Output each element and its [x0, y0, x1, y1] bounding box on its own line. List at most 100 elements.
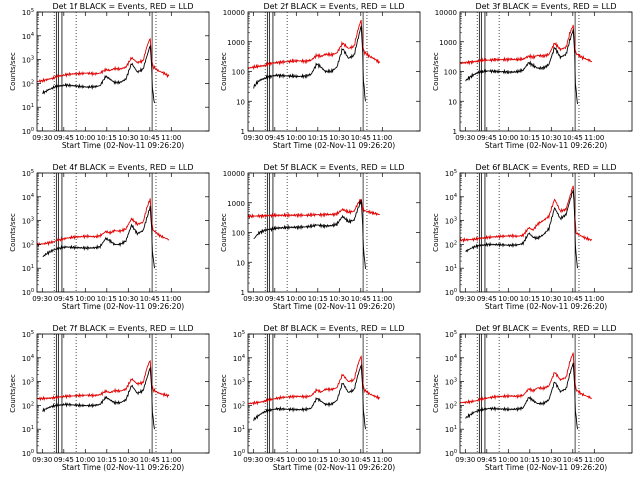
events-series-line	[465, 189, 578, 269]
y-axis-label: Counts/sec	[220, 213, 228, 252]
x-tick-label: 10:30	[118, 295, 138, 303]
x-tick-label: 09:30	[243, 134, 263, 142]
y-tick-label: 1000	[227, 200, 245, 208]
x-tick-label: 10:30	[118, 456, 138, 464]
y-axis-label: Counts/sec	[220, 52, 228, 91]
y-tick-label: 103	[445, 378, 457, 387]
y-axis-label: Counts/sec	[220, 374, 228, 413]
x-axis-label: Start Time (02-Nov-11 09:26:20)	[62, 302, 184, 311]
x-tick-label: 10:15	[308, 295, 328, 303]
chart-title: Det 6f BLACK = Events, RED = LLD	[475, 163, 616, 172]
y-tick-label: 105	[22, 8, 34, 17]
x-tick-label: 09:30	[455, 134, 475, 142]
y-tick-label: 104	[22, 193, 34, 202]
y-axis-label: Counts/sec	[432, 52, 440, 91]
x-tick-label: 10:00	[75, 295, 95, 303]
y-tick-label: 1000	[227, 39, 245, 47]
x-tick-label: 11:00	[161, 456, 181, 464]
lld-series-line	[36, 359, 170, 402]
x-tick-label: 10:45	[563, 456, 583, 464]
chart-panel-8: Det 8f BLACK = Events, RED = LLD 09:30 09:…	[220, 324, 421, 472]
x-axis-label: Start Time (02-Nov-11 09:26:20)	[62, 141, 184, 150]
x-tick-label: 11:00	[372, 456, 392, 464]
lld-series-line	[459, 352, 592, 405]
y-axis-label: Counts/sec	[9, 213, 17, 252]
x-tick-label: 10:30	[329, 295, 349, 303]
x-tick-label: 10:45	[351, 295, 371, 303]
chart-title: Det 2f BLACK = Events, RED = LLD	[263, 2, 404, 11]
plot-frame	[36, 172, 210, 293]
x-axis-label: Start Time (02-Nov-11 09:26:20)	[485, 302, 607, 311]
y-tick-label: 102	[233, 401, 245, 410]
events-series-line	[42, 205, 155, 269]
x-tick-label: 10:15	[97, 134, 117, 142]
y-tick-label: 104	[233, 354, 245, 363]
x-tick-label: 09:30	[32, 456, 52, 464]
x-tick-label: 10:30	[541, 456, 561, 464]
x-tick-label: 09:45	[477, 295, 497, 303]
y-tick-label: 105	[22, 330, 34, 339]
plot-frame	[459, 172, 633, 293]
y-tick-label: 101	[22, 103, 34, 112]
events-series-line	[465, 29, 578, 105]
y-tick-label: 1	[241, 289, 245, 297]
x-tick-label: 10:30	[541, 134, 561, 142]
y-axis-label: Counts/sec	[9, 52, 17, 91]
chart-title: Det 9f BLACK = Events, RED = LLD	[475, 324, 616, 333]
chart-panel-9: Det 9f BLACK = Events, RED = LLD 09:30 09:…	[432, 324, 633, 472]
x-tick-label: 11:00	[372, 134, 392, 142]
events-series-line	[42, 44, 155, 104]
y-axis-label: Counts/sec	[432, 213, 440, 252]
y-tick-label: 10000	[223, 9, 245, 17]
x-axis-label: Start Time (02-Nov-11 09:26:20)	[62, 463, 184, 472]
x-tick-label: 09:45	[265, 295, 285, 303]
chart-title: Det 1f BLACK = Events, RED = LLD	[52, 2, 193, 11]
x-tick-label: 10:30	[329, 456, 349, 464]
events-series-line	[253, 199, 366, 269]
x-tick-label: 10:45	[140, 456, 160, 464]
x-tick-label: 09:45	[265, 134, 285, 142]
x-tick-label: 09:30	[243, 295, 263, 303]
x-tick-label: 10:15	[97, 295, 117, 303]
x-tick-label: 10:15	[308, 134, 328, 142]
x-tick-label: 11:00	[584, 295, 604, 303]
plot-frame	[36, 333, 210, 454]
chart-title: Det 3f BLACK = Events, RED = LLD	[475, 2, 616, 11]
y-tick-label: 101	[22, 264, 34, 273]
y-tick-label: 100	[22, 127, 34, 136]
x-axis-label: Start Time (02-Nov-11 09:26:20)	[485, 141, 607, 150]
y-tick-label: 102	[22, 401, 34, 410]
y-tick-label: 100	[232, 69, 245, 77]
y-tick-label: 10	[236, 259, 245, 267]
y-axis-label: Counts/sec	[9, 374, 17, 413]
y-tick-label: 100	[22, 449, 34, 458]
x-axis-label: Start Time (02-Nov-11 09:26:20)	[273, 302, 395, 311]
y-tick-label: 100	[445, 288, 457, 297]
y-tick-label: 103	[233, 378, 245, 387]
y-tick-label: 10000	[223, 170, 245, 178]
chart-title: Det 5f BLACK = Events, RED = LLD	[263, 163, 404, 172]
x-tick-label: 09:30	[455, 295, 475, 303]
x-tick-label: 09:30	[32, 295, 52, 303]
events-series-line	[253, 25, 366, 102]
x-axis-label: Start Time (02-Nov-11 09:26:20)	[273, 141, 395, 150]
y-tick-label: 10000	[435, 9, 457, 17]
x-tick-label: 09:30	[32, 134, 52, 142]
x-tick-label: 09:30	[243, 456, 263, 464]
y-tick-label: 1000	[439, 39, 457, 47]
y-tick-label: 104	[445, 193, 457, 202]
x-tick-label: 10:45	[351, 134, 371, 142]
y-tick-label: 101	[233, 425, 245, 434]
x-tick-label: 11:00	[584, 134, 604, 142]
x-tick-label: 11:00	[161, 295, 181, 303]
x-tick-label: 10:45	[140, 295, 160, 303]
x-axis-label: Start Time (02-Nov-11 09:26:20)	[485, 463, 607, 472]
lld-series-line	[247, 355, 381, 406]
chart-panel-7: Det 7f BLACK = Events, RED = LLD 09:30 09:…	[9, 324, 210, 472]
y-axis-label: Counts/sec	[432, 374, 440, 413]
lld-series-line	[247, 198, 380, 220]
x-tick-label: 10:45	[563, 295, 583, 303]
y-tick-label: 103	[22, 217, 34, 226]
y-tick-label: 10	[236, 98, 245, 106]
y-tick-label: 105	[233, 330, 245, 339]
